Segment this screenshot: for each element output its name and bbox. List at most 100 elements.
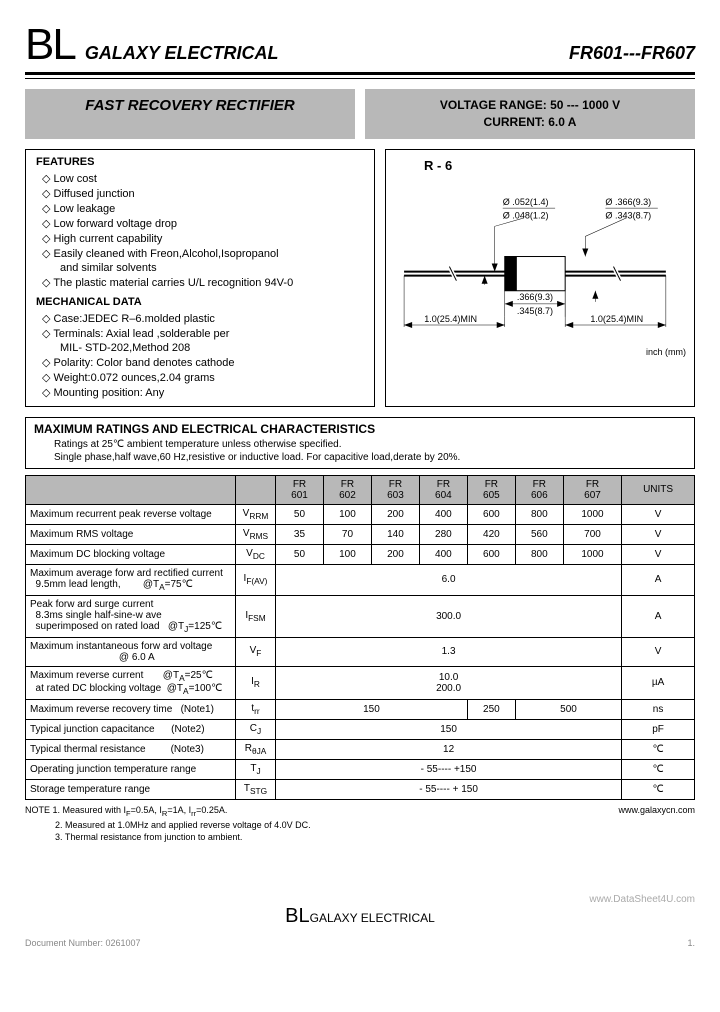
cell: IR [236, 666, 276, 699]
cell: Maximum recurrent peak reverse voltage [26, 504, 236, 524]
cell: Maximum RMS voltage [26, 524, 236, 544]
cell: Typical thermal resistance (Note3) [26, 739, 236, 759]
cell: Typical junction capacitance (Note2) [26, 719, 236, 739]
col-header: FR602 [323, 475, 371, 504]
ratings-table: FR601FR602FR603FR604FR605FR606FR607UNITS… [25, 475, 695, 800]
current-label: CURRENT: [484, 115, 545, 129]
list-item: Mounting position: Any [42, 385, 364, 400]
note-1: NOTE 1. Measured with IF=0.5A, IR=1A, Ir… [25, 804, 695, 819]
cell: TSTG [236, 779, 276, 799]
current-value: 6.0 A [548, 115, 576, 129]
table-row: Maximum DC blocking voltageVDC5010020040… [26, 544, 695, 564]
list-item: Polarity: Color band denotes cathode [42, 355, 364, 370]
cell: V [622, 524, 695, 544]
col-header [236, 475, 276, 504]
table-notes: www.galaxycn.com NOTE 1. Measured with I… [25, 804, 695, 844]
list-item: The plastic material carries U/L recogni… [42, 275, 364, 290]
cell: trr [236, 699, 276, 719]
diagram-svg: Ø .052(1.4) Ø .048(1.2) Ø .366(9.3) Ø .3… [394, 181, 686, 342]
table-row: Maximum reverse current @TA=25℃ at rated… [26, 666, 695, 699]
cell: ℃ [622, 779, 695, 799]
footer: www.DataSheet4U.com BLGALAXY ELECTRICAL … [25, 894, 695, 948]
col-header: FR601 [276, 475, 324, 504]
svg-text:Ø .048(1.2): Ø .048(1.2) [503, 210, 549, 220]
list-item: Weight:0.072 ounces,2.04 grams [42, 370, 364, 385]
cell: VRRM [236, 504, 276, 524]
cell: ns [622, 699, 695, 719]
features-list: Low costDiffused junctionLow leakageLow … [36, 171, 364, 290]
col-header: FR606 [515, 475, 563, 504]
watermark: www.DataSheet4U.com [25, 894, 695, 905]
list-item: Low leakage [42, 201, 364, 216]
cell: TJ [236, 759, 276, 779]
mechanical-heading: MECHANICAL DATA [36, 296, 364, 308]
svg-text:1.0(25.4)MIN: 1.0(25.4)MIN [590, 314, 643, 324]
note-2: 2. Measured at 1.0MHz and applied revers… [25, 819, 695, 832]
col-header: FR604 [419, 475, 467, 504]
col-header: UNITS [622, 475, 695, 504]
list-item: Terminals: Axial lead ,solderable per [42, 326, 364, 341]
package-diagram: R - 6 Ø .052(1.4) [385, 149, 695, 407]
cell: V [622, 637, 695, 666]
page-number: 1. [687, 938, 695, 948]
features-box: FEATURES Low costDiffused junctionLow le… [25, 149, 375, 407]
list-item: and similar solvents [42, 261, 364, 275]
svg-text:Ø .343(8.7): Ø .343(8.7) [605, 210, 651, 220]
cell: A [622, 595, 695, 637]
cell: Maximum reverse recovery time (Note1) [26, 699, 236, 719]
doc-number: Document Number: 0261007 [25, 938, 141, 948]
table-row: Storage temperature rangeTSTG- 55---- + … [26, 779, 695, 799]
svg-text:.345(8.7): .345(8.7) [517, 305, 553, 315]
col-header: FR605 [467, 475, 515, 504]
list-item: Diffused junction [42, 186, 364, 201]
cell: VF [236, 637, 276, 666]
voltage-label: VOLTAGE RANGE: [440, 98, 547, 112]
site-url: www.galaxycn.com [618, 804, 695, 817]
mechanical-list: Case:JEDEC R–6.molded plasticTerminals: … [36, 311, 364, 400]
product-title: FAST RECOVERY RECTIFIER [25, 89, 355, 139]
cell: Maximum reverse current @TA=25℃ at rated… [26, 666, 236, 699]
ratings-note1: Ratings at 25℃ ambient temperature unles… [34, 438, 686, 451]
table-row: Typical thermal resistance (Note3)RθJA12… [26, 739, 695, 759]
table-body: Maximum recurrent peak reverse voltageVR… [26, 504, 695, 799]
cell: Maximum DC blocking voltage [26, 544, 236, 564]
col-header [26, 475, 236, 504]
cell: IF(AV) [236, 564, 276, 595]
features-heading: FEATURES [36, 156, 364, 168]
cell: RθJA [236, 739, 276, 759]
cell: ℃ [622, 759, 695, 779]
header-divider [25, 72, 695, 79]
cell: VRMS [236, 524, 276, 544]
table-row: Operating junction temperature rangeTJ- … [26, 759, 695, 779]
diagram-unit: inch (mm) [394, 347, 686, 357]
cell: Peak forw ard surge current 8.3ms single… [26, 595, 236, 637]
company-name: GALAXY ELECTRICAL [85, 43, 569, 70]
cell: VDC [236, 544, 276, 564]
table-row: Maximum recurrent peak reverse voltageVR… [26, 504, 695, 524]
note-3: 3. Thermal resistance from junction to a… [25, 831, 695, 844]
ratings-note2: Single phase,half wave,60 Hz,resistive o… [34, 451, 686, 464]
cell: pF [622, 719, 695, 739]
table-row: Maximum instantaneous forw ard voltage @… [26, 637, 695, 666]
table-header-row: FR601FR602FR603FR604FR605FR606FR607UNITS [26, 475, 695, 504]
list-item: High current capability [42, 231, 364, 246]
rating-summary: VOLTAGE RANGE: 50 --- 1000 V CURRENT: 6.… [365, 89, 695, 139]
list-item: Low forward voltage drop [42, 216, 364, 231]
diagram-label: R - 6 [424, 158, 686, 173]
list-item: Easily cleaned with Freon,Alcohol,Isopro… [42, 246, 364, 261]
table-row: Maximum average forw ard rectified curre… [26, 564, 695, 595]
svg-text:.366(9.3): .366(9.3) [517, 291, 553, 301]
ratings-heading: MAXIMUM RATINGS AND ELECTRICAL CHARACTER… [34, 422, 686, 436]
svg-text:1.0(25.4)MIN: 1.0(25.4)MIN [424, 314, 477, 324]
cell: V [622, 544, 695, 564]
col-header: FR607 [563, 475, 621, 504]
table-row: Peak forw ard surge current 8.3ms single… [26, 595, 695, 637]
cell: µA [622, 666, 695, 699]
svg-text:Ø .052(1.4): Ø .052(1.4) [503, 197, 549, 207]
cell: CJ [236, 719, 276, 739]
cell: Storage temperature range [26, 779, 236, 799]
cell: A [622, 564, 695, 595]
cell: IFSM [236, 595, 276, 637]
col-header: FR603 [371, 475, 419, 504]
cell: Maximum average forw ard rectified curre… [26, 564, 236, 595]
